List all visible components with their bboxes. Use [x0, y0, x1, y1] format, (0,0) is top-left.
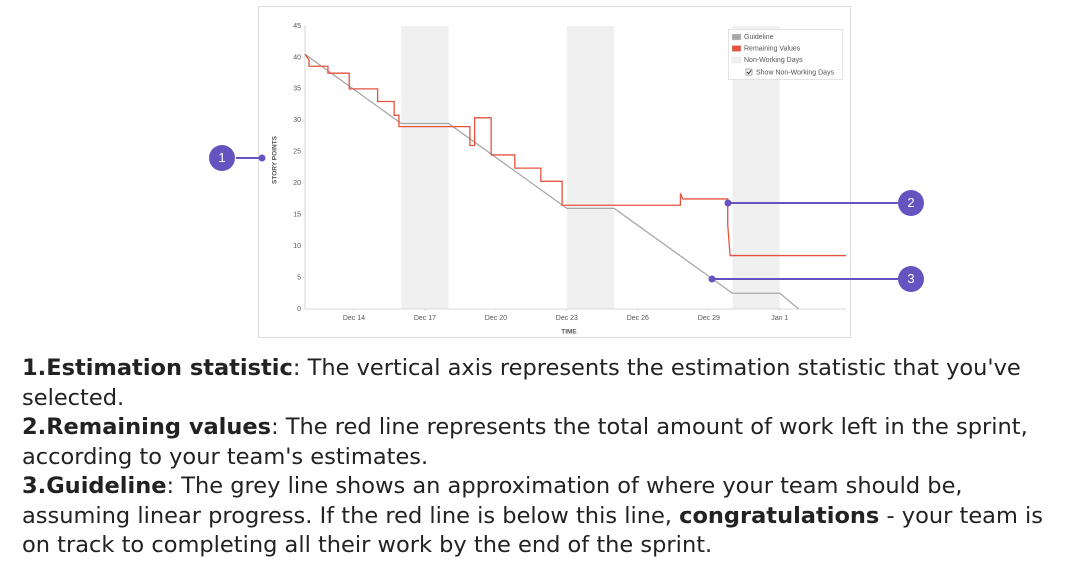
y-tick-label: 10 [293, 243, 301, 250]
legend-swatch [731, 45, 742, 52]
number: 2. [22, 414, 47, 440]
x-tick-label: Dec 14 [343, 315, 365, 322]
checkbox[interactable] [745, 68, 753, 76]
callout-dot [708, 275, 716, 283]
y-tick-label: 45 [293, 23, 301, 30]
checkbox-label[interactable]: Show Non-Working Days [756, 69, 835, 76]
term: Guideline [46, 473, 167, 499]
callout-badge [898, 190, 924, 216]
legend: Guideline Remaining Values Non-Working Day… [728, 29, 843, 80]
series-line [304, 53, 800, 310]
x-tick-label: Dec 20 [485, 315, 507, 322]
y-tick-label: 35 [293, 86, 301, 93]
non-working-band [566, 26, 615, 309]
text: - your team is on track to completing al… [22, 502, 1043, 559]
x-tick-label: Dec 23 [556, 315, 578, 322]
callout-number: 3 [907, 271, 914, 286]
callout-number: 2 [907, 195, 914, 210]
callout-badge [209, 145, 235, 171]
legend-label: Remaining Values [744, 45, 801, 52]
y-tick-label: 30 [293, 117, 301, 124]
legend-label: Guideline [744, 34, 774, 41]
term: Remaining values [46, 414, 272, 440]
text: : The grey line shows an approximation o… [22, 473, 963, 529]
legend-swatch [731, 56, 742, 64]
y-tick-label: 40 [293, 54, 301, 61]
x-tick-label: Jan 1 [771, 315, 788, 322]
description: 3.Guideline: The grey line shows an appr… [22, 472, 1067, 561]
callout-dot [724, 199, 732, 207]
y-tick-label: 5 [297, 274, 301, 281]
term: Estimation statistic [46, 355, 293, 381]
callout-dot [258, 154, 266, 162]
descriptions: 1.Estimation statistic: The vertical axi… [22, 354, 1067, 561]
y-tick-label: 15 [293, 212, 301, 219]
text: : The red line represents the total amou… [22, 414, 1028, 470]
description: 2.Remaining values: The red line represe… [22, 413, 1067, 472]
y-tick-label: 25 [293, 149, 301, 156]
y-tick-label: 20 [293, 180, 301, 187]
x-tick-label: Dec 26 [627, 315, 649, 322]
callout-number: 1 [218, 150, 225, 165]
legend-swatch [731, 33, 742, 41]
number: 3. [22, 473, 47, 499]
checkmark [746, 69, 752, 75]
non-working-band [401, 26, 449, 309]
x-tick-label: Dec 29 [698, 315, 720, 322]
description: 1.Estimation statistic: The vertical axi… [22, 354, 1067, 413]
y-axis-label: STORY POINTS [272, 135, 279, 184]
legend-box [728, 29, 843, 80]
emphasis: congratulations [679, 502, 880, 529]
legend-label: Non-Working Days [744, 57, 803, 64]
series-line [304, 53, 846, 257]
x-tick-label: Dec 17 [414, 315, 436, 322]
legend-items: Guideline Remaining Values Non-Working Day… [731, 33, 803, 64]
y-tick-label: 0 [297, 306, 301, 313]
callout-badge [898, 266, 924, 292]
x-axis-label: TIME [561, 329, 577, 336]
callouts: 1 2 3 [209, 145, 924, 292]
text: : The vertical axis represents the estim… [22, 355, 1021, 411]
number: 1. [22, 355, 47, 381]
chart: STORY POINTS TIME Guideline Remaining Val… [209, 6, 924, 338]
